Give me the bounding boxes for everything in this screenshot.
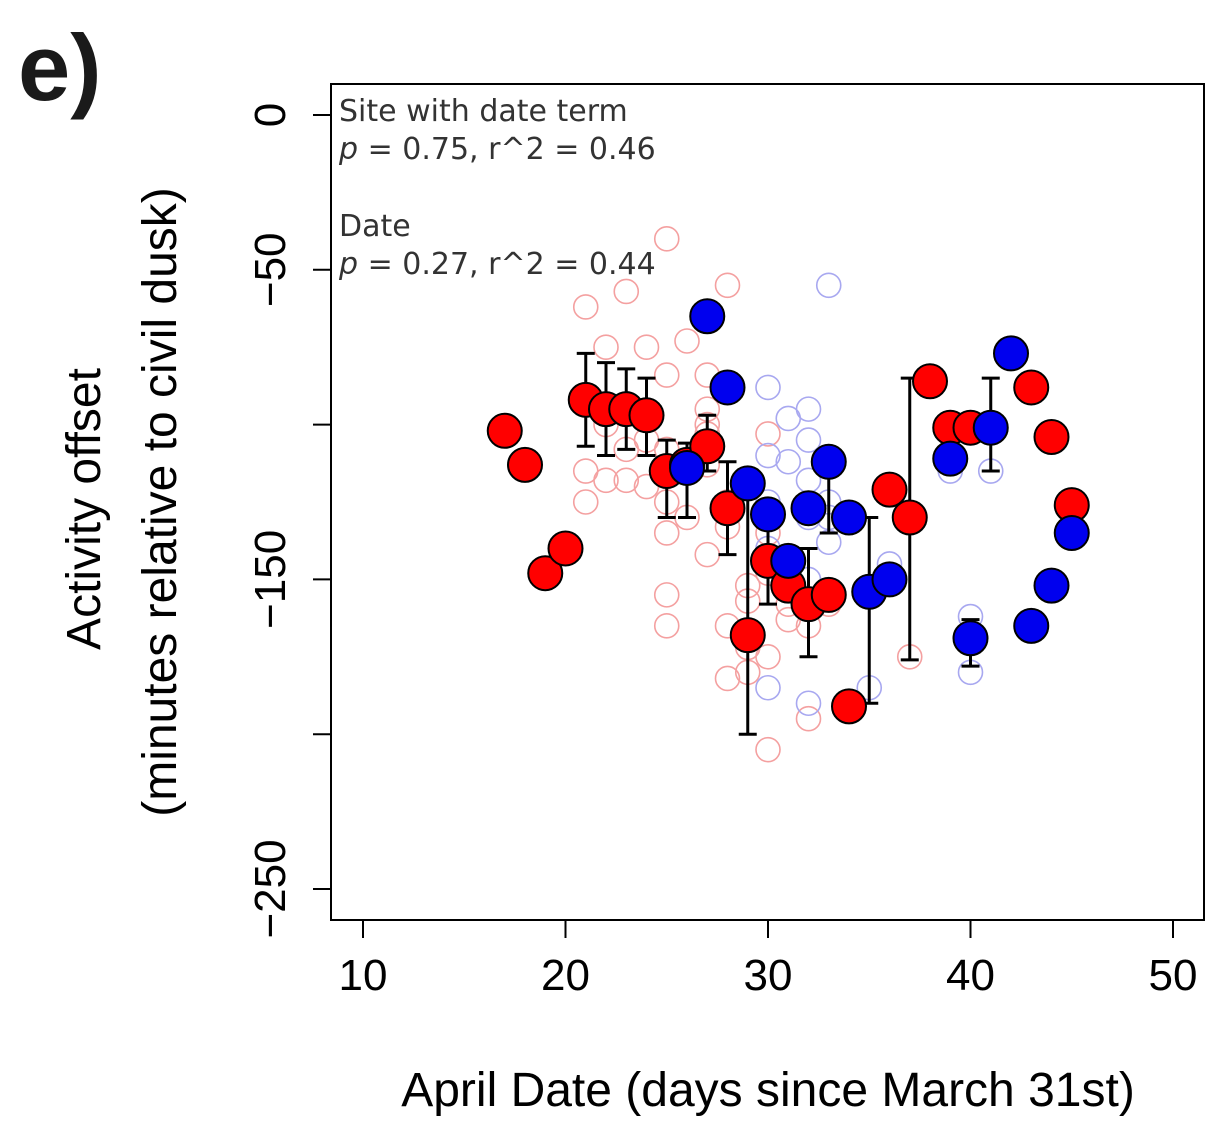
blue-raw-point [755, 674, 781, 701]
red-mean-point [729, 617, 766, 654]
annotation-model2-values: = 0.27, r^2 = 0.44 [358, 247, 656, 282]
red-raw-point [755, 643, 781, 670]
red-mean-point [810, 576, 847, 613]
blue-raw-point [795, 690, 822, 717]
blue-mean-point [831, 499, 867, 536]
red-raw-point [714, 272, 741, 299]
red-raw-point [653, 362, 680, 388]
red-raw-point [694, 541, 721, 568]
blue-mean-point [1053, 514, 1090, 551]
red-raw-point [755, 736, 781, 763]
red-raw-point [653, 613, 680, 639]
red-mean-point [527, 555, 564, 592]
red-raw-point [795, 705, 822, 732]
x-tick-label: 30 [744, 951, 793, 1000]
blue-mean-point [689, 298, 726, 335]
x-tick-label: 40 [946, 951, 995, 1000]
blue-mean-point [1013, 607, 1050, 644]
x-axis-title: April Date (days since March 31st) [401, 1064, 1135, 1117]
y-tick-label: −150 [246, 530, 295, 629]
blue-raw-point [815, 272, 842, 299]
red-raw-point [653, 520, 680, 546]
red-raw-point [572, 294, 599, 320]
blue-raw-point [755, 442, 781, 469]
annotation-model2-stats: p = 0.27, r^2 = 0.44 [338, 247, 656, 282]
annotation-model1-title: Site with date term [339, 94, 628, 129]
x-tick-label: 50 [1149, 951, 1198, 1000]
red-raw-point [613, 278, 640, 305]
red-raw-point [653, 226, 680, 252]
panel-label: e) [18, 15, 102, 120]
x-axis: 10 20 30 40 50 [339, 919, 1198, 1000]
red-mean-point [912, 363, 948, 400]
blue-raw-point [795, 427, 822, 453]
red-mean-point [628, 397, 665, 434]
blue-mean-point [810, 443, 847, 480]
mean-points-layer [486, 298, 1090, 725]
annotation-model1-p: p [338, 132, 358, 167]
red-raw-point [714, 665, 741, 692]
blue-mean-point [729, 465, 766, 502]
red-raw-point [755, 421, 781, 447]
red-mean-point [1013, 369, 1050, 406]
annotation-model2-p: p [338, 247, 358, 282]
red-mean-point [831, 688, 867, 725]
blue-raw-point [775, 448, 802, 475]
red-mean-point [709, 490, 746, 527]
stats-annotation: Site with date term p = 0.75, r^2 = 0.46… [338, 94, 656, 282]
x-tick-label: 20 [541, 951, 590, 1000]
blue-mean-point [952, 620, 989, 657]
y-tick-label: −250 [246, 839, 295, 938]
annotation-model2-title: Date [339, 209, 411, 244]
red-mean-point [507, 446, 543, 483]
blue-mean-point [750, 496, 786, 533]
red-mean-point [547, 530, 584, 567]
blue-mean-point [770, 542, 807, 579]
blue-mean-point [871, 561, 908, 598]
blue-mean-point [790, 490, 827, 527]
blue-mean-point [709, 369, 746, 406]
red-raw-point [674, 328, 700, 354]
red-mean-point [871, 471, 908, 508]
red-raw-point [593, 467, 619, 494]
red-raw-point [653, 582, 680, 608]
blue-mean-point [932, 440, 969, 477]
red-raw-point [572, 489, 599, 515]
red-raw-point [593, 334, 619, 361]
red-mean-point [486, 412, 523, 449]
y-tick-label: 0 [246, 103, 295, 127]
red-raw-point [613, 467, 640, 494]
y-tick-label: −50 [246, 232, 295, 307]
x-tick-label: 10 [339, 951, 388, 1000]
raw-points-layer [572, 226, 1004, 763]
y-axis: 0 −50 −150 −250 [246, 103, 332, 939]
y-axis-title-line2: (minutes relative to civil dusk) [134, 187, 187, 817]
blue-mean-point [972, 409, 1009, 446]
red-mean-point [891, 499, 928, 536]
annotation-model1-values: = 0.75, r^2 = 0.46 [358, 132, 656, 167]
red-mean-point [1033, 418, 1070, 455]
blue-mean-point [993, 335, 1029, 372]
blue-raw-point [795, 396, 822, 422]
y-axis-title-line1: Activity offset [58, 368, 111, 650]
blue-mean-point [1033, 567, 1070, 604]
annotation-model1-stats: p = 0.75, r^2 = 0.46 [338, 132, 656, 167]
blue-raw-point [755, 374, 781, 401]
blue-mean-point [669, 449, 705, 486]
red-raw-point [633, 334, 660, 361]
